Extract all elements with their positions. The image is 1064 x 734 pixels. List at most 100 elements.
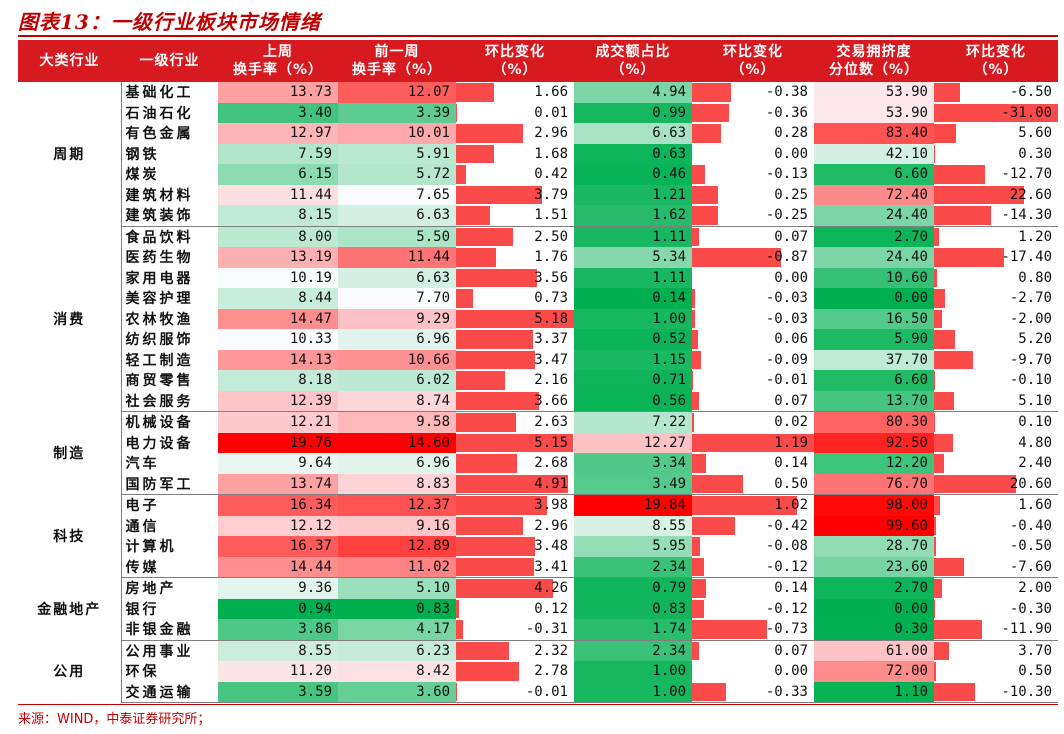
value-label: -9.70: [1009, 351, 1052, 368]
value-label: 1.66: [534, 84, 568, 101]
turnover-last-week-cell: 3.86: [218, 619, 338, 641]
turnover-prev-week-cell: 7.65: [338, 184, 456, 205]
turnover-prev-week-cell: 5.50: [338, 226, 456, 247]
turnover-last-week-cell: 13.19: [218, 247, 338, 268]
header-line: 分位数（%）: [828, 62, 920, 78]
header-industry: 一级行业: [121, 40, 218, 82]
volume-share-change-cell: -0.13: [692, 164, 814, 185]
industry-cell: 通信: [125, 518, 160, 535]
volume-share-change-cell: 0.00: [692, 661, 814, 682]
turnover-last-week-cell: 9.64: [218, 453, 338, 474]
crowding-cell: 61.00: [814, 640, 934, 661]
value-label: 4.91: [534, 475, 568, 492]
value-label: 3.98: [534, 497, 568, 514]
turnover-change-cell: 3.37: [456, 329, 574, 350]
data-bar: [456, 165, 466, 184]
turnover-last-week-cell: 8.00: [218, 226, 338, 247]
volume-share-change-cell: -0.38: [692, 82, 814, 103]
industry-cell: 非银金融: [121, 619, 218, 641]
value-label: 0.50: [1018, 663, 1052, 680]
table-row: 家用电器 10.19 6.63 3.56 1.11 0.00 10.60 0.80: [18, 267, 1058, 289]
value-label: 1.60: [1018, 497, 1052, 514]
volume-share-cell: 0.83: [574, 598, 692, 619]
turnover-last-week-cell: 11.44: [218, 184, 338, 205]
crowding-change-cell: 0.80: [934, 268, 1058, 289]
value-label: 3.56: [534, 269, 568, 286]
data-bar: [456, 662, 520, 681]
turnover-change-cell: 1.66: [456, 82, 574, 103]
data-bar: [692, 165, 706, 184]
header-line: （%）: [610, 62, 656, 78]
turnover-prev-week-cell: 12.37: [338, 494, 456, 516]
value-label: 0.14: [774, 455, 808, 472]
turnover-change-cell: 3.48: [456, 536, 574, 557]
value-label: 0.50: [774, 475, 808, 492]
crowding-change-cell: 4.80: [934, 433, 1058, 454]
table-row: 非银金融 3.86 4.17 -0.31 1.74 -0.73 0.30 -11.90: [18, 619, 1058, 641]
source-note: 来源：WIND，中泰证券研究所；: [18, 712, 211, 727]
data-bar: [934, 474, 1017, 493]
crowding-cell: 1.10: [814, 681, 934, 703]
header-line: （%）: [730, 62, 776, 78]
table-row: 农林牧渔 14.47 9.29 5.18 1.00 -0.03 16.50 -2.00: [18, 308, 1058, 329]
header-line: 成交额占比: [595, 44, 671, 60]
crowding-change-cell: -0.40: [934, 516, 1058, 537]
turnover-last-week-cell: 8.55: [218, 640, 338, 661]
header-turnover-change: 环比变化 （%）: [456, 40, 574, 82]
header-category: 大类行业: [18, 40, 121, 82]
data-bar: [934, 350, 973, 369]
volume-share-cell: 5.95: [574, 536, 692, 557]
crowding-change-cell: 5.20: [934, 329, 1058, 350]
value-label: -0.09: [765, 351, 808, 368]
crowding-change-cell: 22.60: [934, 185, 1058, 206]
industry-cell: 建筑材料: [125, 187, 194, 204]
header-line: 环比变化: [485, 44, 545, 60]
value-label: -0.13: [765, 166, 808, 183]
data-bar: [456, 454, 518, 473]
industry-cell: 美容护理: [125, 291, 194, 308]
crowding-change-cell: 0.10: [934, 412, 1058, 433]
category-cell: 金融地产: [18, 577, 122, 640]
volume-share-cell: 5.34: [574, 247, 692, 268]
data-bar: [692, 371, 694, 390]
turnover-last-week-cell: 16.34: [218, 494, 338, 516]
table-row: 汽车 9.64 6.96 2.68 3.34 0.14 12.20 2.40: [18, 453, 1058, 474]
data-bar: [934, 516, 936, 535]
header-crowding: 交易拥挤度 分位数（%）: [814, 40, 934, 82]
value-label: 3.79: [534, 186, 568, 203]
data-bar: [456, 144, 495, 163]
value-label: 4.26: [534, 580, 568, 597]
turnover-last-week-cell: 19.76: [218, 432, 338, 453]
data-bar: [692, 391, 700, 410]
crowding-change-cell: 2.00: [934, 578, 1058, 599]
volume-share-cell: 1.21: [574, 184, 692, 205]
volume-share-cell: 1.00: [574, 681, 692, 703]
turnover-prev-week-cell: 12.07: [338, 82, 456, 103]
value-label: 0.73: [534, 290, 568, 307]
value-label: -12.70: [1001, 166, 1052, 183]
turnover-last-week-cell: 12.97: [218, 123, 338, 144]
data-bar: [692, 309, 696, 328]
data-bar: [692, 496, 797, 515]
crowding-cell: 53.90: [814, 82, 934, 103]
turnover-prev-week-cell: 9.16: [338, 515, 456, 536]
value-label: -2.70: [1009, 290, 1052, 307]
industry-cell: 传媒: [121, 556, 218, 578]
data-bar: [934, 103, 1058, 122]
volume-share-change-cell: -0.12: [692, 599, 814, 620]
crowding-change-cell: -12.70: [934, 164, 1058, 185]
data-bar: [692, 579, 707, 598]
table-row: 有色金属 12.97 10.01 2.96 6.63 0.28 83.40 5.60: [18, 123, 1058, 144]
value-label: -0.25: [765, 207, 808, 224]
crowding-change-cell: -17.40: [934, 247, 1058, 268]
data-bar: [692, 682, 726, 701]
value-label: 0.07: [774, 392, 808, 409]
turnover-last-week-cell: 14.44: [218, 556, 338, 578]
value-label: -0.33: [765, 683, 808, 700]
turnover-prev-week-cell: 5.72: [338, 164, 456, 185]
turnover-last-week-cell: 14.47: [218, 308, 338, 329]
data-bar: [456, 496, 547, 515]
value-label: -0.01: [765, 372, 808, 389]
value-label: -0.10: [1009, 372, 1052, 389]
crowding-cell: 10.60: [814, 267, 934, 288]
